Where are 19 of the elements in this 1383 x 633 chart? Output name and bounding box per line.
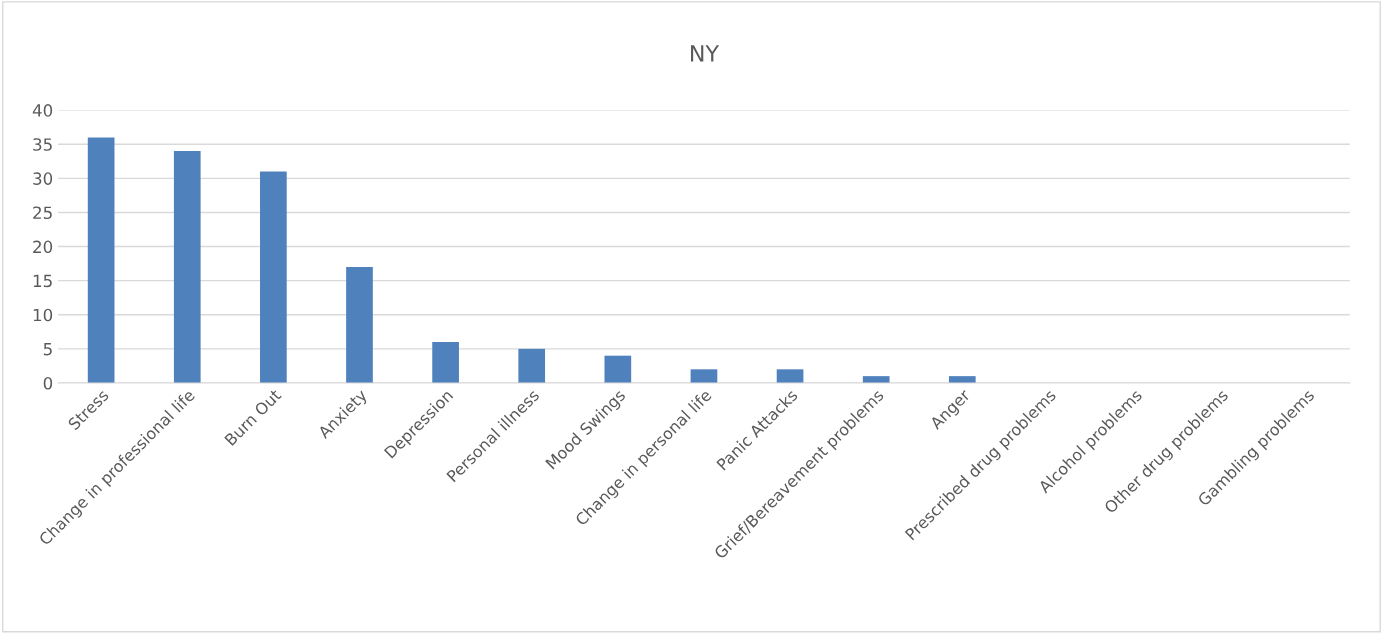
bar (87, 137, 115, 383)
y-tick-label: 0 (43, 376, 53, 390)
y-tick-label: 15 (33, 274, 52, 288)
y-tick-label: 30 (33, 172, 53, 185)
bar (173, 151, 201, 383)
y-tick-label: 40 (32, 104, 53, 117)
bar (776, 369, 804, 383)
y-tick-label: 25 (33, 206, 52, 220)
chart-title: NY (691, 45, 720, 62)
y-tick-label: 10 (33, 308, 53, 322)
bar (604, 355, 632, 383)
bar (260, 171, 287, 383)
bar (690, 369, 718, 383)
y-tick-label: 20 (33, 240, 53, 254)
bar (432, 342, 459, 383)
bar (518, 348, 546, 383)
y-tick-label: 35 (33, 138, 52, 151)
bar (346, 267, 373, 383)
y-tick-label: 5 (43, 343, 52, 356)
